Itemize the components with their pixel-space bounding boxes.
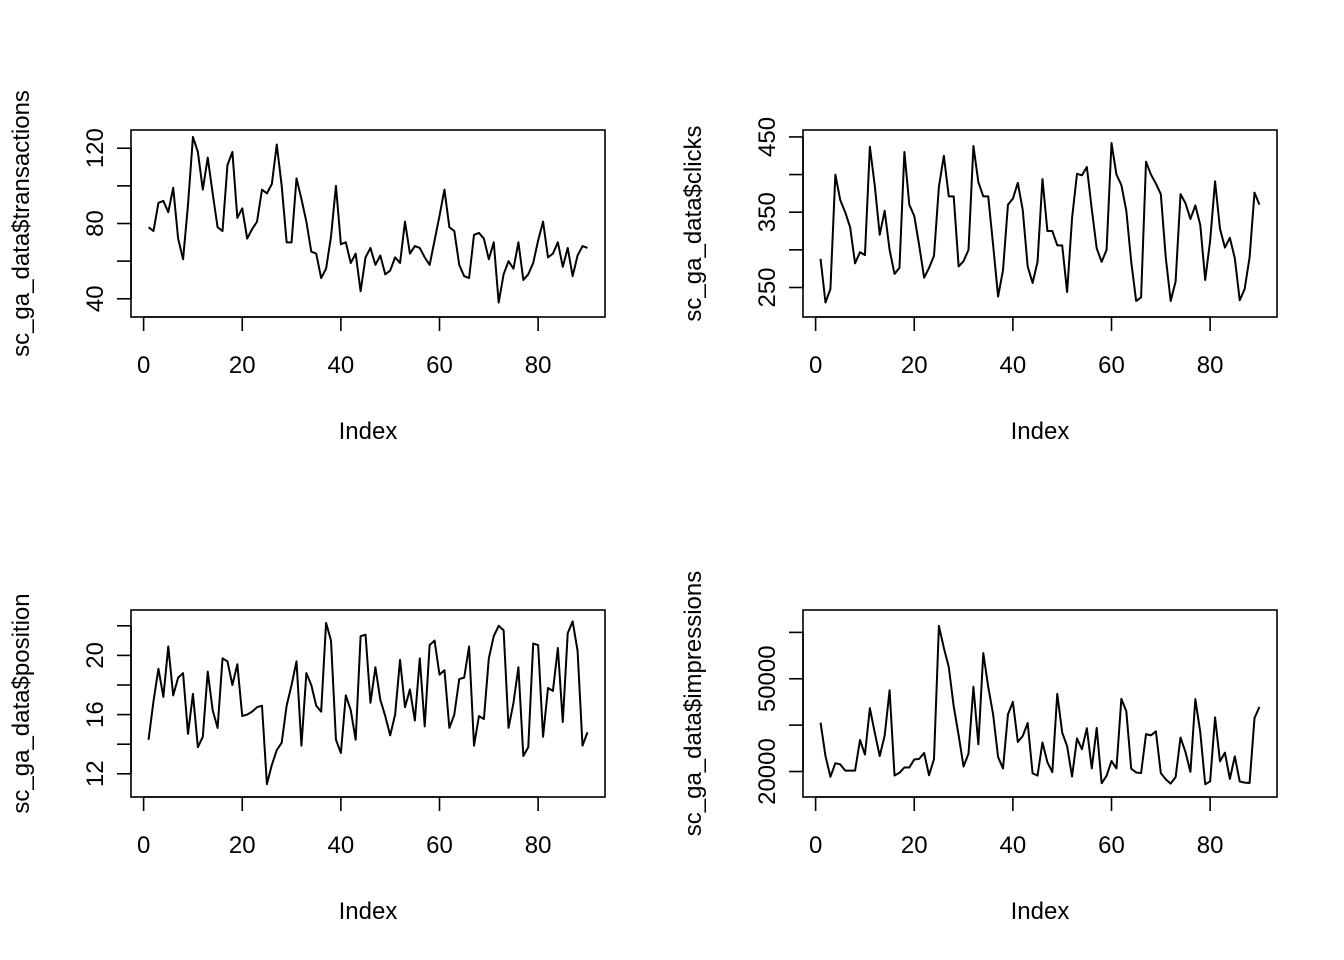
position-y-tick-label: 12 [82,760,109,787]
impressions-x-tick-label: 20 [901,832,928,859]
impressions-x-axis-title: Index [1011,898,1070,925]
panel-position: 0 20 40 60 80 12 16 20 Index sc_ga_data$position [8,593,606,925]
clicks-y-tick-label: 250 [754,267,781,307]
position-x-tick-label: 20 [229,832,256,859]
position-x-tick-label: 0 [137,832,150,859]
position-x-tick-label: 80 [525,832,552,859]
impressions-y-axis-title: sc_ga_data$impressions [680,571,707,837]
transactions-x-tick-label: 60 [426,352,453,379]
transactions-series-line [147,135,588,304]
transactions-x-axis-title: Index [339,418,398,445]
clicks-x-tick-label: 60 [1098,352,1125,379]
panel-impressions: 0 20 40 60 80 20000 50000 Index sc_ga_data$impre… [680,571,1278,925]
clicks-x-tick-label: 80 [1197,352,1224,379]
clicks-x-tick-label: 40 [1000,352,1027,379]
position-y-tick-label: 20 [82,642,109,669]
clicks-y-tick-label: 450 [754,117,781,157]
panel-transactions: 0 20 40 60 80 40 80 120 Index sc_ga_data$transact… [8,90,606,445]
transactions-y-tick-label: 40 [82,285,109,312]
position-x-tick-label: 40 [328,832,355,859]
position-x-tick-label: 60 [426,832,453,859]
transactions-y-axis-title: sc_ga_data$transactions [8,90,35,357]
panel-clicks: 0 20 40 60 80 250 350 450 Index sc_ga_data$clicks [680,117,1278,445]
impressions-y-tick-label: 20000 [754,738,781,805]
impressions-x-tick-label: 0 [809,832,822,859]
impressions-x-tick-label: 40 [1000,832,1027,859]
impressions-y-tick-label: 50000 [754,645,781,712]
position-y-axis-title: sc_ga_data$position [8,593,35,813]
transactions-y-tick-label: 80 [82,210,109,237]
impressions-x-tick-label: 80 [1197,832,1224,859]
impressions-x-tick-label: 60 [1098,832,1125,859]
transactions-y-tick-label: 120 [82,128,109,168]
position-y-tick-label: 16 [82,701,109,728]
clicks-x-tick-label: 0 [809,352,822,379]
clicks-y-tick-label: 350 [754,192,781,232]
transactions-x-tick-label: 40 [328,352,355,379]
transactions-x-tick-label: 80 [525,352,552,379]
position-x-axis-title: Index [339,898,398,925]
position-series-line [147,620,589,786]
impressions-series-line [819,624,1261,786]
transactions-x-tick-label: 20 [229,352,256,379]
clicks-series-line [819,141,1261,304]
clicks-y-axis-title: sc_ga_data$clicks [680,125,707,321]
clicks-x-axis-title: Index [1011,418,1070,445]
clicks-x-tick-label: 20 [901,352,928,379]
transactions-x-tick-label: 0 [137,352,150,379]
